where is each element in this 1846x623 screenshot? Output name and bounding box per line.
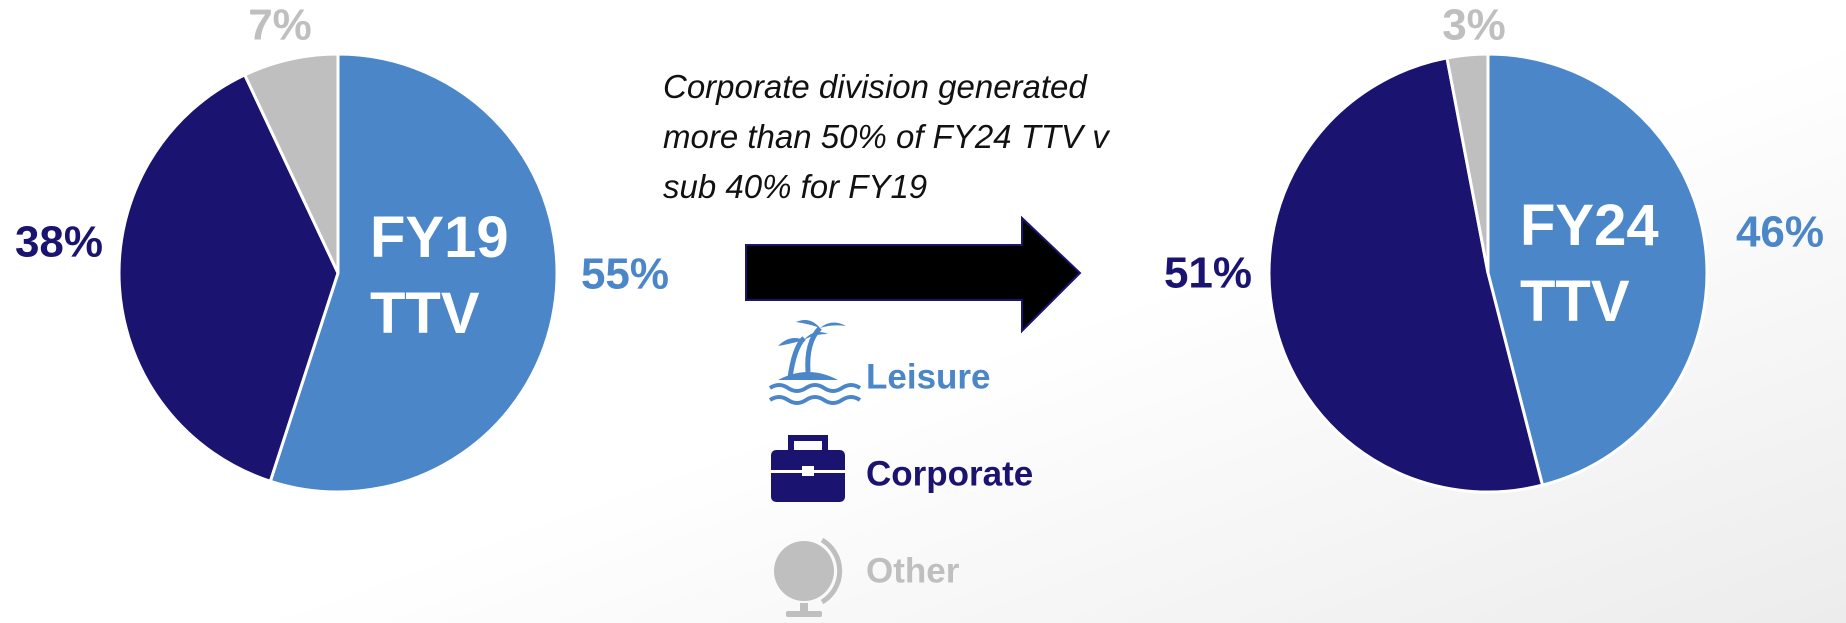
- value-label: 46%: [1736, 208, 1824, 257]
- pie-slice: [1267, 56, 1545, 494]
- annotation: Corporate division generated more than 5…: [663, 68, 1109, 205]
- other-icon: [774, 537, 843, 617]
- arrow: [745, 215, 1082, 334]
- pie-slice: [1445, 52, 1490, 274]
- legend-label: Corporate: [866, 454, 1033, 493]
- pie-slice: [242, 52, 340, 274]
- corporate-icon: [771, 435, 845, 502]
- value-label: 7%: [248, 1, 312, 50]
- legend-label: Leisure: [866, 357, 991, 396]
- leisure-icon: [768, 320, 862, 405]
- legend-label: Other: [866, 551, 960, 590]
- value-label: 38%: [15, 218, 103, 267]
- value-label: 51%: [1164, 249, 1252, 298]
- pie-title: FY24 TTV: [1520, 193, 1659, 334]
- pie-slice: [268, 52, 559, 494]
- value-label: 3%: [1442, 1, 1506, 50]
- pie-slice: [117, 72, 340, 484]
- value-label: 55%: [581, 250, 669, 299]
- pie-title: FY19 TTV: [370, 205, 509, 346]
- pie-slice: [1486, 52, 1709, 487]
